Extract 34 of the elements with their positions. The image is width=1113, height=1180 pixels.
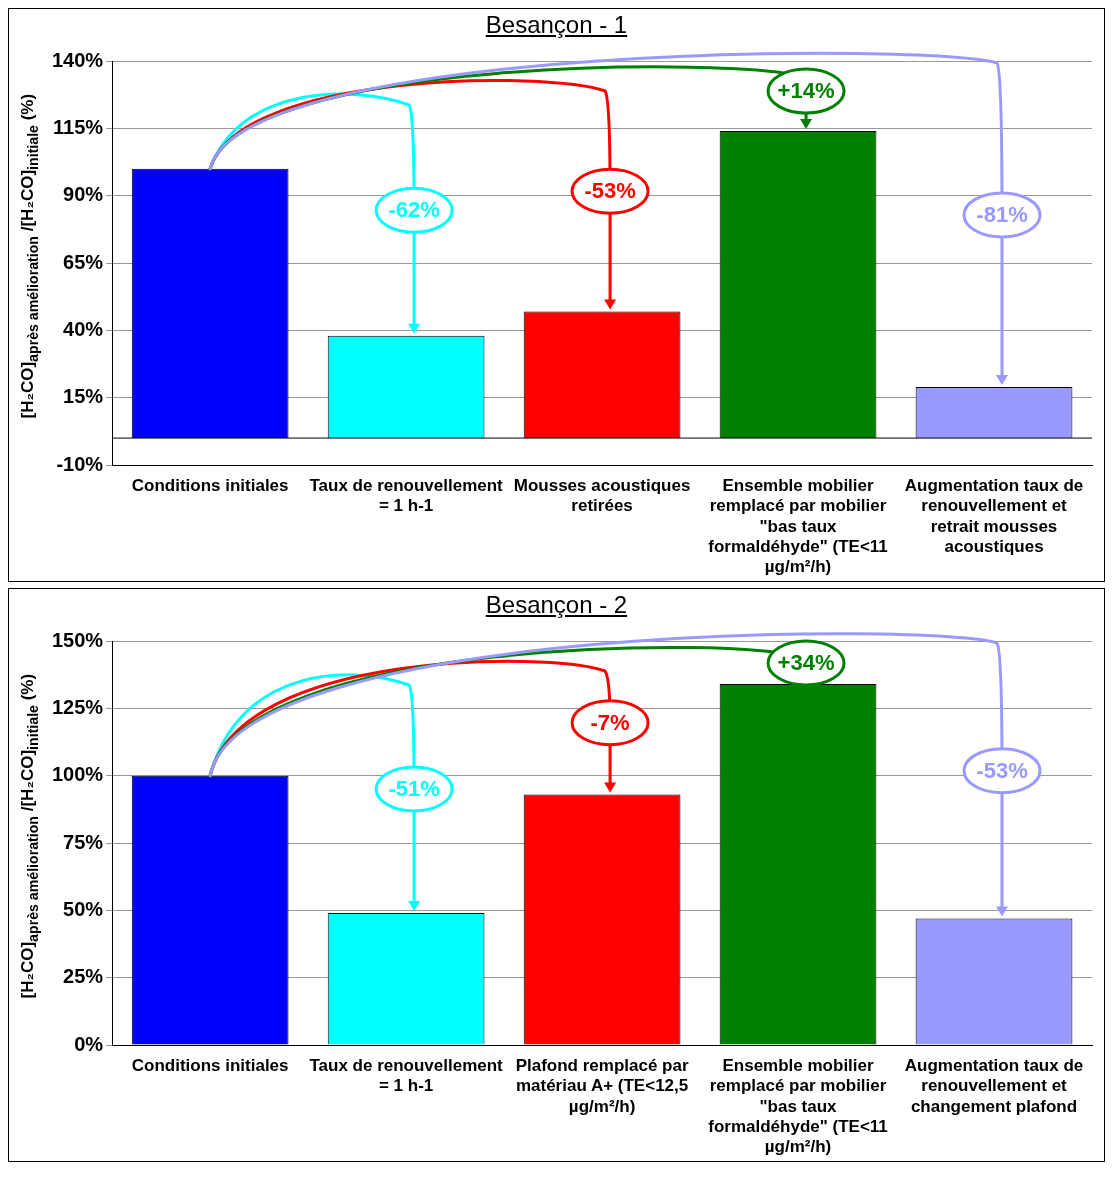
chart-title: Besançon - 1 [484, 10, 629, 40]
x-tick-label: Taux de renouvellement = 1 h-1 [309, 475, 504, 516]
x-tick-label: Plafond remplacé par matériau A+ (TE<12,5 µg/m²/h) [515, 1055, 689, 1116]
x-tick-label: Taux de renouvellement = 1 h-1 [309, 1055, 504, 1096]
y-tick-label: 65% [63, 250, 104, 273]
y-tick-label: 150% [52, 628, 104, 651]
annotation: +34% [777, 650, 835, 676]
x-tick-label: Augmentation taux de renouvellement et retrait mousses acoustiques [904, 475, 1084, 557]
annotation: -51% [388, 776, 440, 802]
annotation: -7% [590, 709, 630, 735]
annotation: -53% [584, 178, 636, 204]
y-tick-label: 40% [63, 317, 104, 340]
y-tick-label: 115% [53, 115, 104, 138]
y-tick-label: 0% [74, 1032, 104, 1055]
x-tick-label: Conditions initiales [131, 1055, 289, 1075]
y-tick-label: 125% [52, 695, 104, 718]
x-tick-label: Ensemble mobilier remplacé par mobilier "bas taux formaldéhyde" (TE<11 µg/m²/h) [708, 1055, 888, 1157]
y-tick-label: 50% [63, 897, 104, 920]
y-tick-label: 15% [63, 385, 104, 408]
y-tick-label: 100% [52, 763, 104, 786]
y-tick-label: 140% [52, 48, 104, 71]
annotation: +14% [777, 78, 835, 104]
x-tick-label: Augmentation taux de renouvellement et changement plafond [904, 1055, 1084, 1116]
x-tick-label: Ensemble mobilier remplacé par mobilier "bas taux formaldéhyde" (TE<11 µg/m²/h) [708, 475, 888, 577]
y-tick-label: -10% [56, 452, 104, 475]
annotation: -62% [388, 197, 440, 223]
annotation: -81% [976, 202, 1028, 228]
y-tick-label: 25% [63, 965, 104, 988]
chart-title: Besançon - 2 [484, 590, 629, 620]
annotation: -53% [976, 757, 1028, 783]
x-tick-label: Conditions initiales [131, 475, 289, 495]
y-tick-label: 90% [63, 183, 104, 206]
y-tick-label: 75% [63, 830, 104, 853]
x-tick-label: Mousses acoustiques retirées [513, 475, 691, 516]
